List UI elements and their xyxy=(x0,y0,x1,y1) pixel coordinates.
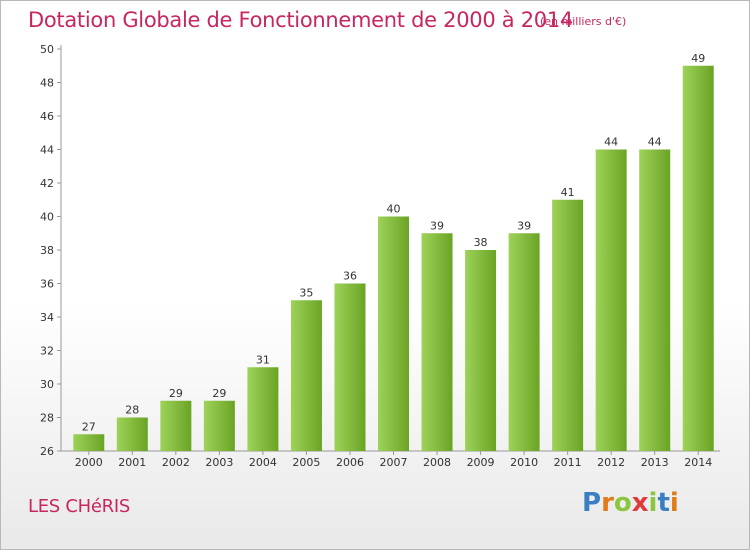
bar xyxy=(378,216,409,451)
bar-value-label: 39 xyxy=(430,219,444,232)
bar-value-label: 40 xyxy=(387,203,401,216)
x-tick-label: 2006 xyxy=(336,456,364,469)
bar-value-label: 31 xyxy=(256,353,270,366)
bar-value-label: 44 xyxy=(604,136,618,149)
bar-value-label: 49 xyxy=(691,52,705,65)
x-tick-label: 2007 xyxy=(380,456,408,469)
logo-letter: x xyxy=(631,488,649,518)
bar xyxy=(682,65,714,451)
bar xyxy=(639,149,671,451)
chart-unit: (en milliers d'€) xyxy=(540,15,627,28)
bar-value-label: 27 xyxy=(82,420,96,433)
x-tick-label: 2003 xyxy=(205,456,233,469)
bar xyxy=(552,199,584,451)
bar xyxy=(421,233,453,451)
bar xyxy=(508,233,540,451)
bar-value-label: 35 xyxy=(299,286,313,299)
x-tick-label: 2010 xyxy=(510,456,538,469)
y-tick-label: 32 xyxy=(40,345,54,358)
bar xyxy=(73,434,105,451)
bar xyxy=(334,283,366,451)
bar-value-label: 38 xyxy=(474,236,488,249)
x-tick-label: 2012 xyxy=(597,456,625,469)
bar xyxy=(160,400,192,451)
y-tick-label: 26 xyxy=(40,445,54,458)
logo-letter: i xyxy=(669,488,679,518)
logo-letter: t xyxy=(657,488,670,518)
bar xyxy=(290,300,322,451)
y-tick-label: 30 xyxy=(40,378,54,391)
y-tick-label: 38 xyxy=(40,244,54,257)
bar-value-label: 39 xyxy=(517,219,531,232)
bar-value-label: 29 xyxy=(169,387,183,400)
y-tick-label: 46 xyxy=(40,110,54,123)
logo-letter: i xyxy=(648,488,658,518)
y-tick-label: 40 xyxy=(40,211,54,224)
bar-value-label: 41 xyxy=(561,186,575,199)
x-tick-label: 2008 xyxy=(423,456,451,469)
x-tick-label: 2014 xyxy=(684,456,712,469)
x-tick-label: 2005 xyxy=(292,456,320,469)
y-tick-label: 42 xyxy=(40,177,54,190)
logo-letter: r xyxy=(601,488,614,518)
bar-value-label: 29 xyxy=(212,387,226,400)
x-tick-label: 2001 xyxy=(118,456,146,469)
bar xyxy=(247,367,279,451)
y-tick-label: 36 xyxy=(40,278,54,291)
bar xyxy=(203,400,235,451)
commune-name: LES CHéRIS xyxy=(28,496,130,517)
y-tick-label: 28 xyxy=(40,412,54,425)
bar-value-label: 44 xyxy=(648,136,662,149)
logo-letter: o xyxy=(613,488,632,518)
bar xyxy=(465,250,497,451)
x-tick-label: 2013 xyxy=(641,456,669,469)
x-tick-label: 2000 xyxy=(75,456,103,469)
y-tick-label: 44 xyxy=(40,144,54,157)
y-tick-label: 34 xyxy=(40,311,54,324)
proxiti-logo: Proxiti xyxy=(582,488,679,518)
x-tick-label: 2009 xyxy=(467,456,495,469)
logo-letter: P xyxy=(582,488,602,518)
bar-value-label: 36 xyxy=(343,270,357,283)
bar xyxy=(116,417,148,451)
x-tick-label: 2011 xyxy=(554,456,582,469)
bar xyxy=(595,149,627,451)
x-tick-label: 2004 xyxy=(249,456,277,469)
y-tick-label: 50 xyxy=(40,43,54,56)
chart-title: Dotation Globale de Fonctionnement de 20… xyxy=(28,8,573,32)
y-tick-label: 48 xyxy=(40,77,54,90)
bar-value-label: 28 xyxy=(125,404,139,417)
x-tick-label: 2002 xyxy=(162,456,190,469)
